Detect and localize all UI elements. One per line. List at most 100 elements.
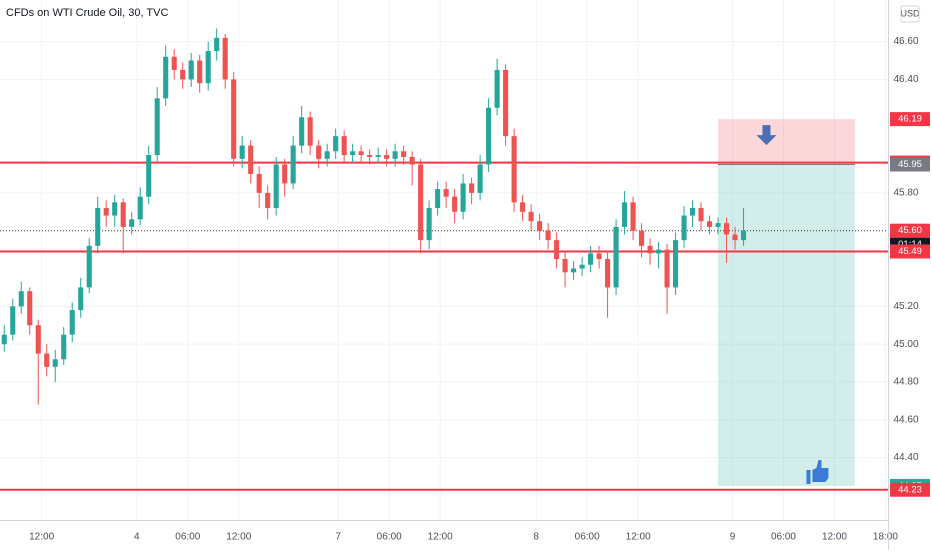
candle-body [698,208,704,222]
candle-body [333,136,339,152]
candle-body [707,221,713,227]
candle-body [673,240,679,288]
candle-body [256,173,262,193]
candle-body [723,223,730,235]
candle-body [180,69,186,80]
y-tick-label: 46.40 [893,74,918,85]
candle-body [494,69,500,108]
x-tick-label: 06:00 [771,532,796,543]
chart-title: CFDs on WTI Crude Oil, 30, TVC [6,7,168,19]
candle-body [299,117,305,146]
candle-body [554,240,560,260]
x-tick-label: 9 [730,532,736,543]
candle-body [409,156,415,165]
currency-box [900,5,920,23]
x-tick-label: 12:00 [428,532,453,543]
candle-body [664,249,670,288]
x-tick-label: 06:00 [175,532,200,543]
candle-body [622,202,628,227]
candle-body [86,245,92,288]
y-tick-label: 44.80 [893,377,918,388]
candle-body [163,56,169,99]
candle-body [27,291,33,326]
candle-body [112,202,118,216]
x-tick-label: 06:00 [377,532,402,543]
candle-body [103,208,109,216]
candle-body [273,164,279,208]
candle-body [137,196,143,220]
price-label-bg [890,112,930,127]
candle-body [690,208,696,216]
candle-body [61,334,67,360]
candle-body [78,287,84,311]
x-tick-label: 12:00 [29,532,54,543]
candle-body [452,196,458,212]
candle-body [562,259,568,273]
price-label: 45.49 [898,246,922,257]
candle-body [358,151,364,156]
candle-body [486,107,492,165]
candle-body [605,259,611,288]
candle-body [435,189,441,208]
candle-body [426,208,432,241]
stop-zone [718,119,855,165]
y-tick-label: 46.60 [893,36,918,47]
candle-body [265,192,271,208]
candle-body [341,136,347,156]
x-tick-label: 7 [335,532,341,543]
x-tick-label: 8 [533,532,539,543]
candle-body [282,164,288,184]
candle-body [69,310,75,335]
candle-body [503,69,509,137]
candle-body [10,306,16,335]
y-tick-label: 45.80 [893,188,918,199]
candle-body [316,145,322,159]
x-tick-label: 12:00 [226,532,251,543]
candle-body [154,98,160,156]
price-label: 45.95 [898,159,922,170]
price-label: 46.19 [898,114,922,125]
y-tick-label: 45.20 [893,301,918,312]
candle-body [188,60,194,80]
candle-body [511,136,517,203]
candle-body [367,155,373,157]
candle-body [579,264,585,269]
candle-body [214,37,220,52]
currency: USD [900,8,920,18]
candle-body [384,155,390,159]
candle-body [656,249,662,254]
candle-body [1,334,7,345]
candle-body [129,219,135,227]
candle-body [52,359,58,367]
candle-body [647,245,653,254]
candle-body [732,234,738,241]
price-label: 44.23 [898,484,922,495]
price-label-bg [890,157,930,172]
axes: 44.40 44.60 44.80 45.00 45.20 45.80 46.40 46.60… [29,36,930,543]
target-zone [718,164,855,486]
candle-body [630,202,636,231]
position-tool [718,119,855,486]
candle-body [350,151,356,156]
candle-body [120,202,126,227]
candle-body [392,151,398,159]
candle-body [639,230,645,246]
candle-body [528,211,534,222]
candle-body [545,230,551,241]
y-tick-label: 45.00 [893,339,918,350]
candle-body [418,164,424,241]
candles [1,28,747,405]
x-tick-label: 12:00 [822,532,847,543]
candle-body [248,145,254,174]
x-tick-label: 06:00 [575,532,600,543]
candle-body [596,253,602,260]
candle-body [171,56,177,70]
candle-body [375,155,381,157]
grid [0,0,888,520]
y-tick-label: 44.60 [893,414,918,425]
candle-body [443,189,449,197]
candle-body [460,183,466,212]
candle-body [197,60,203,84]
